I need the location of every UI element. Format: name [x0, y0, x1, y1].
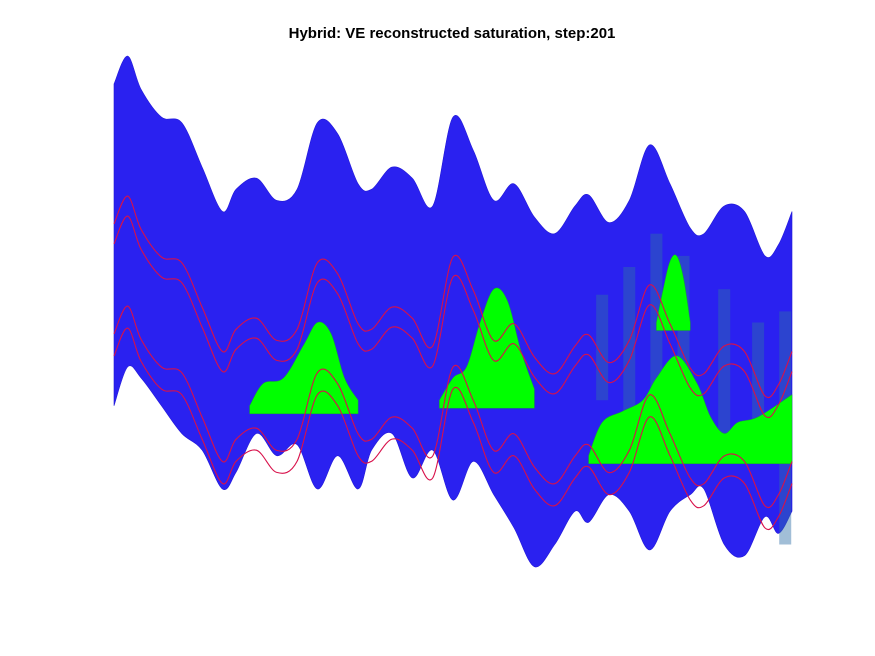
- mixed-zone-column: [718, 289, 731, 434]
- mixed-zone-column: [596, 294, 609, 401]
- contour-upper-b: [113, 215, 793, 419]
- contour-lower-b: [113, 327, 793, 531]
- mixed-zone-column: [623, 267, 636, 434]
- contour-lower-a: [113, 305, 793, 509]
- plot-area: [113, 55, 793, 568]
- co2-plume-lower-plume-3: [588, 355, 793, 464]
- chart-title: Hybrid: VE reconstructed saturation, ste…: [289, 25, 616, 42]
- contour-upper-a: [113, 195, 793, 399]
- co2-plume-lower-plume-1: [249, 321, 359, 415]
